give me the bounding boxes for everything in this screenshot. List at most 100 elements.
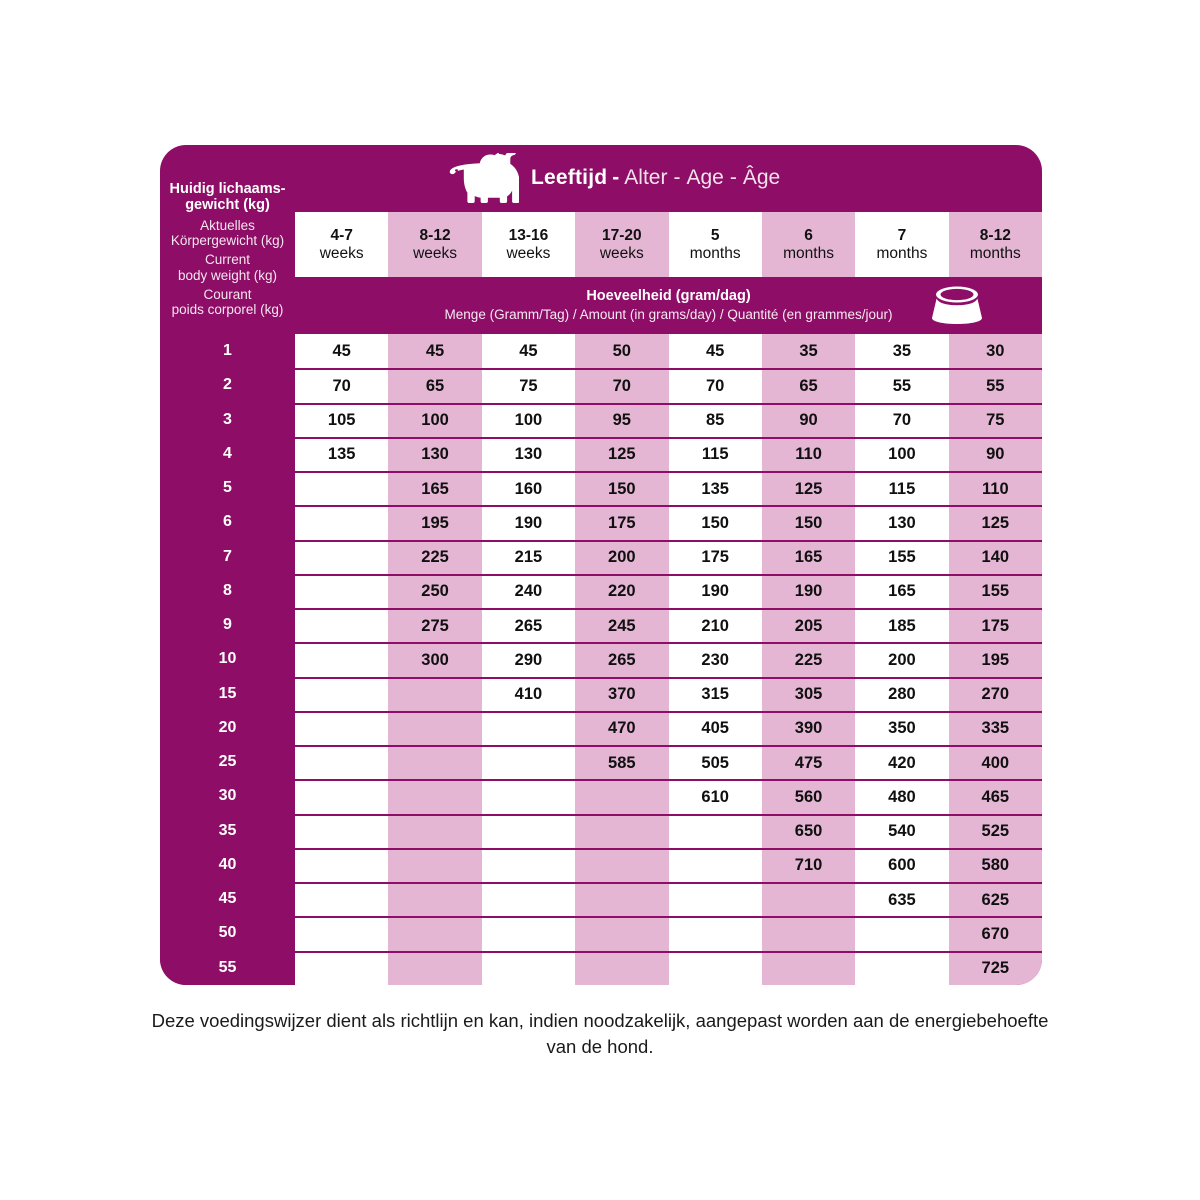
feeding-amount-cell (575, 918, 669, 951)
feeding-amount-cell: 100 (388, 404, 482, 437)
feeding-amount-cell: 105 (295, 404, 389, 437)
row-cells: 300 290 265 230 225 200 195 (295, 642, 1042, 677)
feeding-grid-body: 1 45 45 45 50 45 35 35 30 2 70 65 75 70 70 65 55 55 3 105 10… (160, 334, 1042, 985)
row-weight-label: 7 (160, 539, 295, 574)
age-column-header-unit-2: weeks (506, 244, 551, 262)
feeding-amount-cell (481, 747, 576, 780)
row-cells: 470 405 390 350 335 (295, 710, 1042, 745)
feeding-amount-cell (388, 815, 482, 848)
feeding-amount-cell: 35 (761, 334, 856, 369)
age-column-header-unit-1: weeks (413, 244, 458, 262)
table-row: 35 650 540 525 (160, 813, 1042, 848)
table-row: 10 300 290 265 230 225 200 195 (160, 642, 1042, 677)
table-row: 9 275 265 245 210 205 185 175 (160, 608, 1042, 643)
feeding-amount-cell: 130 (855, 507, 949, 540)
row-cells: 165 160 150 135 125 115 110 (295, 471, 1042, 506)
feeding-amount-cell: 230 (668, 644, 762, 677)
age-column-header-4: 5 months (668, 212, 762, 277)
feeding-amount-cell: 625 (948, 884, 1042, 917)
age-column-header-unit-7: months (969, 244, 1021, 262)
feeding-amount-cell: 165 (855, 575, 949, 608)
feeding-amount-cell (761, 952, 856, 985)
feeding-amount-cell: 410 (481, 678, 576, 711)
feeding-amount-cell: 150 (761, 507, 856, 540)
feeding-amount-cell: 475 (761, 747, 856, 780)
feeding-amount-cell (481, 918, 576, 951)
feeding-amount-cell: 135 (295, 438, 389, 471)
feeding-amount-cell: 585 (575, 747, 669, 780)
feeding-amount-cell: 335 (948, 712, 1042, 745)
age-title-band: Leeftijd - Alter - Age - Âge (160, 145, 1042, 212)
feeding-amount-cell: 70 (668, 370, 762, 403)
feeding-amount-cell (295, 747, 389, 780)
feeding-amount-cell (575, 952, 669, 985)
age-title-sep2: - (729, 166, 737, 189)
row-cells: 195 190 175 150 150 130 125 (295, 505, 1042, 540)
feeding-amount-cell: 280 (855, 678, 949, 711)
feeding-amount-cell (668, 815, 762, 848)
feeding-amount-cell: 200 (855, 644, 949, 677)
feeding-amount-cell (575, 815, 669, 848)
age-title-sep1: - (673, 166, 681, 189)
feeding-amount-cell: 150 (575, 473, 669, 506)
age-column-header-unit-6: months (876, 244, 928, 262)
feeding-amount-cell (295, 884, 389, 917)
feeding-amount-cell: 125 (761, 473, 856, 506)
age-column-header-0: 4-7 weeks (295, 212, 389, 277)
feeding-amount-cell: 100 (855, 438, 949, 471)
feeding-amount-cell (388, 781, 482, 814)
row-cells: 725 (295, 950, 1042, 985)
amount-band-nl: Hoeveelheid (gram/dag) (586, 288, 751, 305)
age-column-header-range-0: 4-7 (330, 227, 353, 245)
table-row: 7 225 215 200 175 165 155 140 (160, 539, 1042, 574)
feeding-amount-cell: 315 (668, 678, 762, 711)
feeding-amount-cell: 65 (388, 370, 482, 403)
row-weight-label: 9 (160, 608, 295, 643)
weight-header-nl-1: Huidig lichaams- (169, 181, 286, 197)
age-column-header-7: 8-12 months (948, 212, 1042, 277)
age-title-main: Leeftijd (531, 166, 608, 189)
weight-header-fr-1: Courant (203, 286, 252, 302)
feeding-amount-cell: 165 (761, 541, 856, 574)
feeding-amount-cell: 420 (855, 747, 949, 780)
weight-header-de-1: Aktuelles (200, 217, 255, 233)
feeding-amount-cell (388, 678, 482, 711)
feeding-table-panel: Leeftijd - Alter - Age - Âge Huidig lich… (160, 145, 1042, 985)
feeding-amount-cell: 190 (481, 507, 576, 540)
feeding-amount-cell (481, 884, 576, 917)
feeding-amount-cell: 290 (481, 644, 576, 677)
feeding-amount-cell: 225 (761, 644, 856, 677)
feeding-amount-cell: 610 (668, 781, 762, 814)
feeding-amount-cell (481, 849, 576, 882)
feeding-amount-cell: 370 (575, 678, 669, 711)
feeding-amount-cell: 50 (575, 334, 669, 369)
feeding-amount-cell: 635 (855, 884, 949, 917)
feeding-amount-cell (388, 712, 482, 745)
feeding-amount-cell: 225 (388, 541, 482, 574)
feeding-amount-cell (855, 952, 949, 985)
age-column-header-range-2: 13-16 (508, 227, 549, 245)
feeding-amount-cell: 265 (575, 644, 669, 677)
feeding-amount-cell (295, 678, 389, 711)
feeding-amount-cell (388, 747, 482, 780)
age-column-header-range-1: 8-12 (419, 227, 451, 245)
row-cells: 610 560 480 465 (295, 779, 1042, 814)
feeding-amount-cell: 650 (761, 815, 856, 848)
row-cells: 45 45 45 50 45 35 35 30 (295, 334, 1042, 369)
feeding-amount-cell: 195 (948, 644, 1042, 677)
age-title-text: Leeftijd - Alter - Age - Âge (531, 158, 780, 198)
feeding-amount-cell: 670 (948, 918, 1042, 951)
feeding-amount-cell: 160 (481, 473, 576, 506)
age-column-header-3: 17-20 weeks (575, 212, 669, 277)
feeding-amount-cell: 140 (948, 541, 1042, 574)
feeding-amount-cell: 165 (388, 473, 482, 506)
feeding-amount-cell (761, 918, 856, 951)
feeding-amount-cell: 190 (668, 575, 762, 608)
weight-header-en-1: Current (204, 252, 250, 268)
feeding-amount-cell: 580 (948, 849, 1042, 882)
feeding-amount-cell: 465 (948, 781, 1042, 814)
feeding-amount-cell: 390 (761, 712, 856, 745)
feeding-amount-cell: 245 (575, 610, 669, 643)
feeding-amount-cell: 110 (948, 473, 1042, 506)
feeding-amount-cell (668, 884, 762, 917)
